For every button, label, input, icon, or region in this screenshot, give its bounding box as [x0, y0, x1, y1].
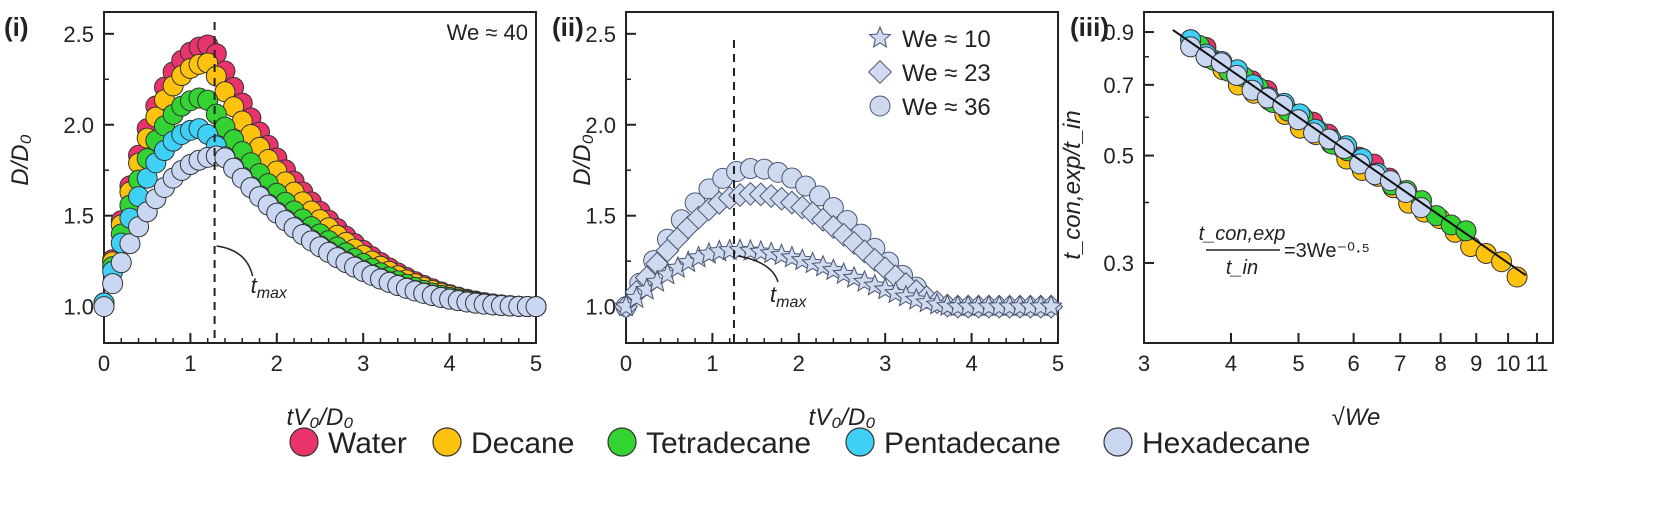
point-decane	[1491, 251, 1513, 273]
point-hexadecane	[119, 233, 141, 255]
point-hexadecane	[1349, 153, 1371, 175]
panel-iii-xlabel: √We	[1332, 404, 1381, 431]
panel-ii-label: (ii)	[552, 12, 584, 42]
panel-ii-tmax-label: tmax	[770, 282, 807, 311]
legend-marker-circle	[869, 95, 891, 117]
fit-numerator: t_con,exp	[1199, 223, 1286, 245]
panel-iii-xtick-label: 8	[1435, 351, 1447, 376]
panel-i-xlabel: tV₀/D₀	[287, 404, 354, 431]
panel-i-tmax-label: tmax	[251, 273, 288, 302]
panel-iii-xtick-label: 5	[1292, 351, 1304, 376]
panel-ii-ytick-label: 2.0	[585, 113, 616, 138]
legend-marker-decane	[432, 427, 462, 457]
panel-iii-xtick-label: 6	[1348, 351, 1360, 376]
panel-i: (i) We ≈ 40 0 1 2 3 4 5 1.0 1.5 2.0 2.5 tmax tV₀/…	[4, 11, 547, 431]
panel-iii-xtick-label: 4	[1225, 351, 1237, 376]
panel-iii: (iii) 3 4 5 6 7 8 9 10 11 0.3 0.5 0.7 0.9 t_con,exp …	[1059, 11, 1554, 431]
panel-ii-xtick-label: 1	[706, 351, 718, 376]
legend-marker-tetradecane	[607, 427, 637, 457]
panel-ii-xtick-label: 2	[793, 351, 805, 376]
panel-ii-ytick-label: 1.5	[585, 204, 616, 229]
panel-iii-xtick-label: 3	[1138, 351, 1150, 376]
legend-label-tetradecane: Tetradecane	[646, 427, 811, 460]
panel-ii-ytick-label: 1.0	[585, 295, 616, 320]
panel-iii-xtick-label: 11	[1526, 351, 1549, 376]
panel-ii-tmax-pointer	[737, 255, 779, 283]
panel-i-tmax-pointer	[216, 245, 254, 277]
panel-ii-xtick-label: 3	[879, 351, 891, 376]
panel-ii-legend: We ≈ 10 We ≈ 23 We ≈ 36	[867, 25, 991, 121]
legend-marker-hexadecane	[1103, 427, 1133, 457]
fit-denominator: t_in	[1226, 257, 1258, 279]
legend-marker-star	[868, 25, 892, 48]
legend-label-water: Water	[328, 427, 407, 460]
point-tetradecane	[1455, 220, 1477, 242]
panel-i-ylabel: D/D₀	[7, 134, 34, 185]
point-hexadecane	[525, 296, 547, 318]
panel-iii-label: (iii)	[1070, 12, 1109, 42]
panel-iii-ylabel: t_con,exp/t_in	[1059, 110, 1086, 259]
panel-i-xtick-label: 4	[443, 351, 455, 376]
point-hexadecane	[110, 252, 132, 274]
point-hexadecane	[1180, 36, 1202, 58]
panel-iii-ytick-label: 0.3	[1103, 251, 1134, 276]
panel-ii-frame	[625, 11, 1059, 344]
legend-label-diamond: We ≈ 23	[902, 60, 991, 87]
panel-iii-fit-line	[1172, 29, 1527, 277]
panel-iii-xtick-label: 10	[1496, 351, 1520, 376]
legend-marker-water	[289, 427, 319, 457]
point-star	[1039, 294, 1063, 317]
panel-i-frame	[103, 11, 537, 344]
panel-iii-frame	[1143, 11, 1554, 344]
panel-i-xtick-label: 3	[357, 351, 369, 376]
legend-label-hexadecane: Hexadecane	[1142, 427, 1310, 460]
panel-i-xtick-label: 5	[530, 351, 542, 376]
panel-iii-ytick-label: 0.5	[1103, 144, 1134, 169]
panel-i-xtick-label: 1	[184, 351, 196, 376]
panel-i-xtick-label: 2	[271, 351, 283, 376]
series-legend: Water Decane Tetradecane Pentadecane Hexadec…	[289, 427, 1310, 460]
panel-iii-xtick-label: 9	[1470, 351, 1482, 376]
panel-ii-ytick-label: 2.5	[585, 22, 616, 47]
panel-ii-xtick-label: 4	[965, 351, 977, 376]
panel-i-ytick-label: 2.5	[63, 22, 94, 47]
panel-ii-ylabel: D/D₀	[569, 134, 596, 185]
legend-marker-pentadecane	[845, 427, 875, 457]
panel-ii-xlabel: tV₀/D₀	[809, 404, 876, 431]
panel-iii-ytick-label: 0.9	[1103, 20, 1134, 45]
panel-i-we-annotation: We ≈ 40	[447, 20, 528, 45]
panel-iii-ytick-label: 0.7	[1103, 73, 1134, 98]
panel-ii-xtick-label: 0	[620, 351, 632, 376]
panel-i-ytick-label: 1.0	[63, 295, 94, 320]
point-circle	[809, 185, 831, 207]
panel-iii-xtick-label: 7	[1394, 351, 1406, 376]
point-hexadecane	[93, 296, 115, 318]
panel-i-xtick-label: 0	[98, 351, 110, 376]
legend-label-pentadecane: Pentadecane	[884, 427, 1061, 460]
legend-marker-diamond	[867, 59, 893, 85]
point-hexadecane	[1410, 197, 1432, 219]
panel-i-ytick-label: 2.0	[63, 113, 94, 138]
point-diamond	[645, 251, 670, 276]
panel-iii-fit-equation: t_con,exp t_in =3We⁻⁰·⁵	[1199, 223, 1370, 279]
panel-i-label: (i)	[4, 12, 29, 42]
legend-label-star: We ≈ 10	[902, 26, 991, 53]
panel-ii-xtick-label: 5	[1052, 351, 1064, 376]
legend-label-decane: Decane	[471, 427, 574, 460]
fit-rhs: =3We⁻⁰·⁵	[1284, 240, 1370, 262]
legend-label-circle: We ≈ 36	[902, 94, 991, 121]
panel-i-ytick-label: 1.5	[63, 204, 94, 229]
point-hexadecane	[102, 273, 124, 295]
